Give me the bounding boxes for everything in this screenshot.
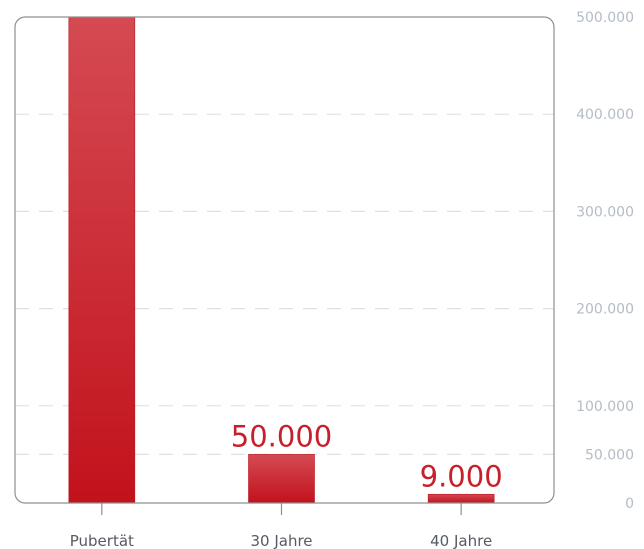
- y-tick-label: 500.000: [576, 10, 634, 26]
- y-tick-label: 200.000: [576, 302, 634, 318]
- x-tick-label: 40 Jahre: [430, 532, 492, 549]
- data-label: 50.000: [231, 419, 332, 453]
- bars: [68, 16, 495, 504]
- x-axis-ticks: Pubertät 30 Jahre 40 Jahre: [70, 503, 492, 549]
- y-tick-label: 0: [625, 496, 634, 512]
- y-tick-label: 100.000: [576, 399, 634, 415]
- data-label: 9.000: [420, 459, 503, 493]
- bar-2: [248, 454, 315, 504]
- y-tick-label: 300.000: [576, 204, 634, 220]
- plot-frame: [14, 16, 555, 504]
- y-tick-label: 50.000: [585, 447, 634, 463]
- bar-3: [427, 493, 495, 504]
- data-labels: 50.000 9.000: [231, 419, 503, 493]
- y-axis-ticks: 0 50.000 100.000 200.000 300.000 400.000 500.0…: [576, 10, 634, 512]
- x-tick-label: 30 Jahre: [250, 532, 312, 549]
- x-tick-label: Pubertät: [70, 532, 134, 549]
- y-tick-label: 400.000: [576, 107, 634, 123]
- bar-1: [68, 16, 136, 504]
